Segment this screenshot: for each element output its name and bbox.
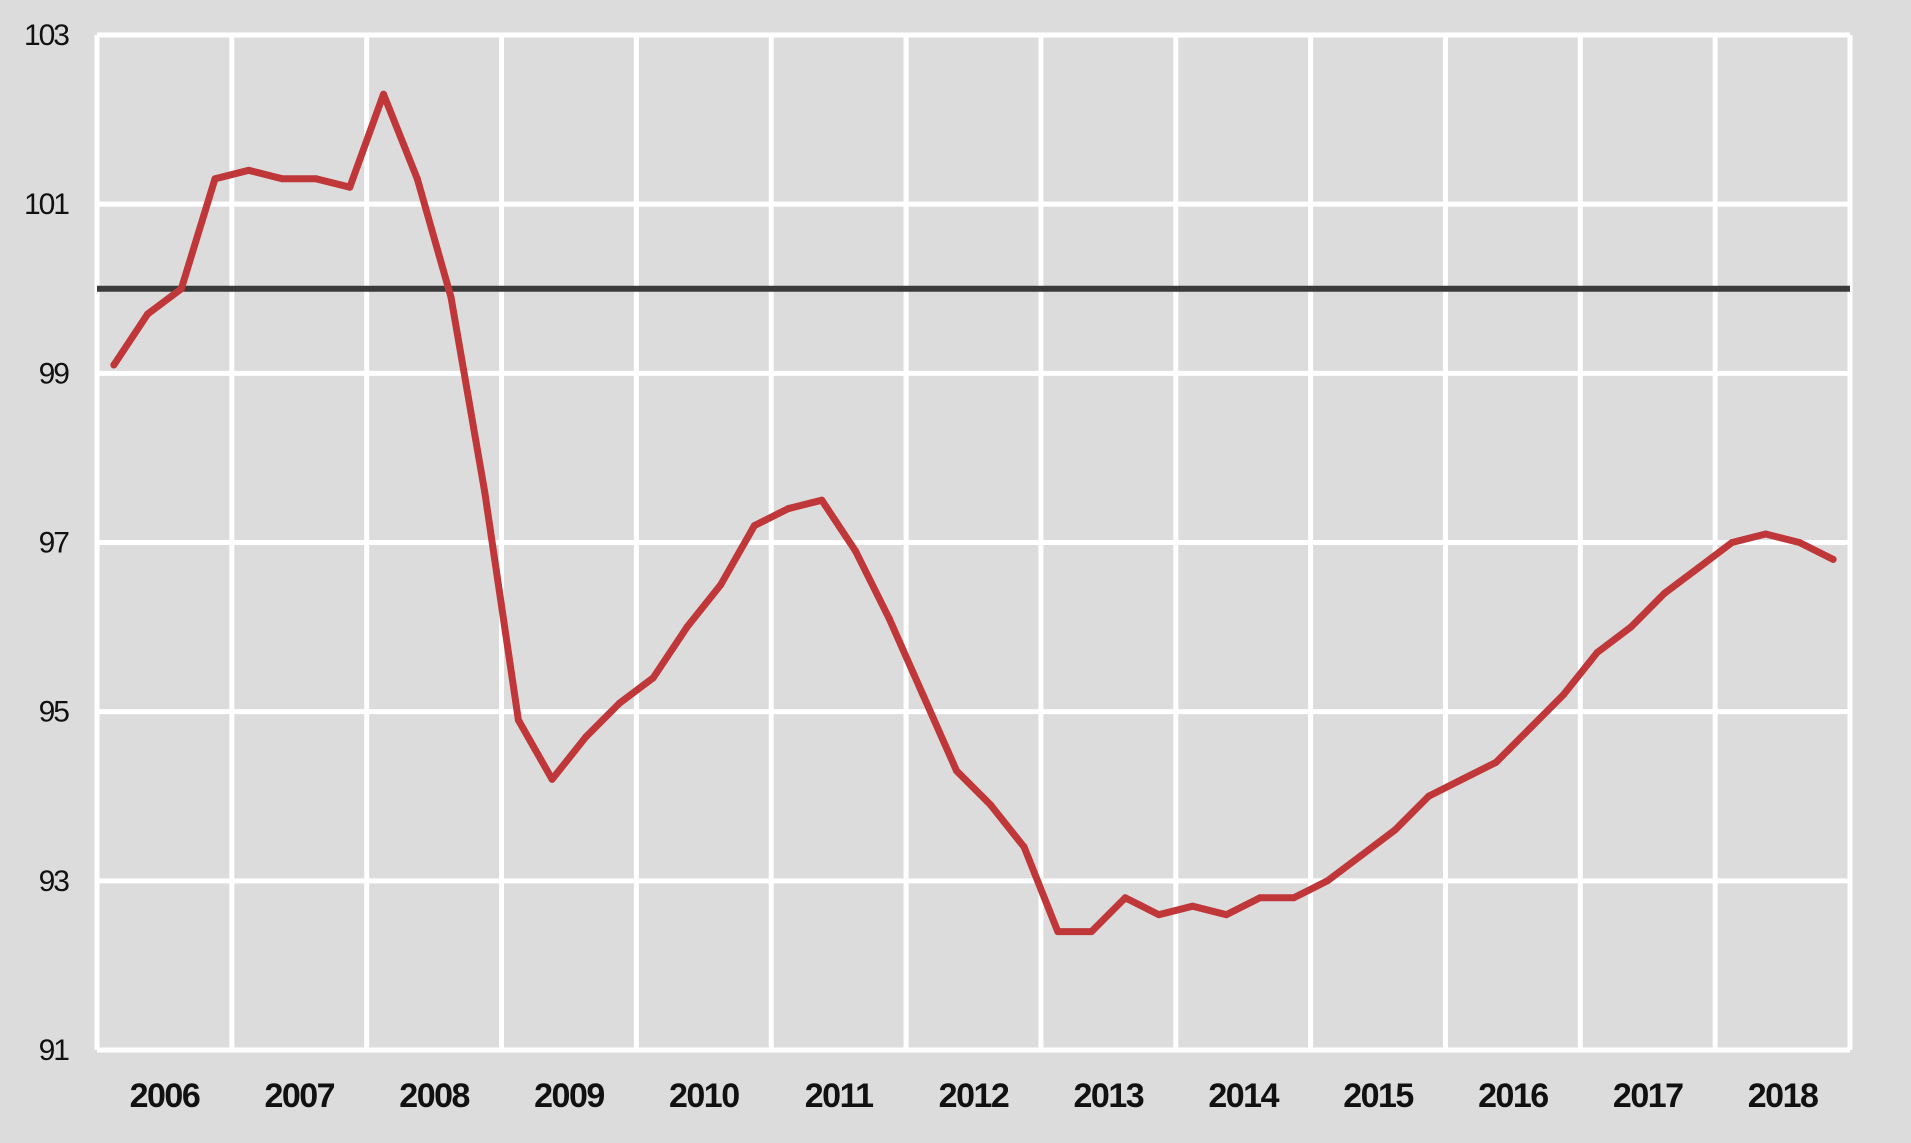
x-tick-label: 2008 xyxy=(399,1077,469,1115)
y-tick-label: 91 xyxy=(39,1034,70,1067)
data-point xyxy=(1661,589,1669,597)
data-point xyxy=(616,699,624,707)
data-point xyxy=(1357,851,1365,859)
data-point xyxy=(1155,911,1163,919)
data-point xyxy=(1829,555,1837,563)
data-point xyxy=(1795,539,1803,546)
y-tick-label: 93 xyxy=(39,865,70,898)
x-tick-label: 2018 xyxy=(1748,1077,1818,1115)
data-point xyxy=(919,691,927,699)
data-point xyxy=(144,310,152,318)
data-point xyxy=(548,775,556,783)
data-point xyxy=(1762,530,1770,538)
data-point xyxy=(1694,564,1702,572)
data-point xyxy=(481,488,489,496)
data-point xyxy=(447,293,455,301)
y-tick-label: 101 xyxy=(24,188,69,221)
data-point xyxy=(1559,691,1567,699)
data-point xyxy=(1256,894,1264,902)
data-point xyxy=(1425,792,1433,800)
data-point xyxy=(278,175,286,183)
data-point xyxy=(717,581,725,589)
data-point xyxy=(177,285,185,293)
series-group xyxy=(110,90,1837,936)
data-point xyxy=(649,674,657,682)
data-point xyxy=(1290,894,1298,902)
data-point xyxy=(1492,758,1500,766)
data-point xyxy=(784,505,792,513)
x-tick-label: 2007 xyxy=(264,1077,334,1115)
x-axis-tick-labels: 2006 2007 2008 2009 2010 2011 2012 2013 2014 2015… xyxy=(130,1077,1820,1115)
x-tick-label: 2015 xyxy=(1343,1077,1413,1115)
x-tick-label: 2012 xyxy=(939,1077,1009,1115)
y-tick-label: 99 xyxy=(39,357,70,390)
data-point xyxy=(1087,928,1095,936)
data-point xyxy=(346,183,354,191)
data-point xyxy=(750,522,758,530)
data-point xyxy=(1020,843,1028,851)
y-tick-label: 95 xyxy=(39,696,70,729)
data-point xyxy=(986,801,994,809)
data-point xyxy=(245,166,253,174)
data-point xyxy=(582,733,590,741)
data-point xyxy=(1728,539,1736,546)
data-point xyxy=(1593,648,1601,656)
series-line-0 xyxy=(110,90,1837,936)
data-point xyxy=(380,90,388,98)
data-point xyxy=(1627,623,1635,631)
data-point xyxy=(1391,826,1399,834)
y-tick-label: 97 xyxy=(39,527,70,560)
x-tick-label: 2009 xyxy=(534,1077,604,1115)
y-axis-tick-labels: 91 93 95 97 99 101 103 xyxy=(24,19,71,1067)
data-point xyxy=(1054,928,1062,936)
y-tick-label: 103 xyxy=(24,19,69,52)
x-tick-label: 2014 xyxy=(1208,1077,1279,1115)
data-point xyxy=(1458,775,1466,783)
data-point xyxy=(885,615,893,623)
data-point xyxy=(1526,725,1534,733)
x-tick-label: 2017 xyxy=(1613,1077,1683,1115)
x-tick-label: 2006 xyxy=(130,1077,200,1115)
data-point xyxy=(1189,902,1197,910)
data-point xyxy=(852,547,860,555)
data-point xyxy=(110,361,118,369)
x-tick-label: 2013 xyxy=(1074,1077,1144,1115)
data-point xyxy=(1222,911,1230,919)
data-point xyxy=(1323,877,1331,885)
data-point xyxy=(818,496,826,504)
x-tick-label: 2011 xyxy=(805,1077,873,1115)
horizontal-gridlines xyxy=(97,32,1850,1053)
x-tick-label: 2010 xyxy=(669,1077,739,1115)
data-point xyxy=(953,767,961,775)
x-tick-label: 2016 xyxy=(1478,1077,1548,1115)
data-point xyxy=(312,175,320,183)
data-point xyxy=(211,175,219,183)
data-point xyxy=(683,623,691,631)
data-point xyxy=(1121,894,1129,902)
data-point xyxy=(514,716,522,724)
data-point xyxy=(413,175,421,183)
